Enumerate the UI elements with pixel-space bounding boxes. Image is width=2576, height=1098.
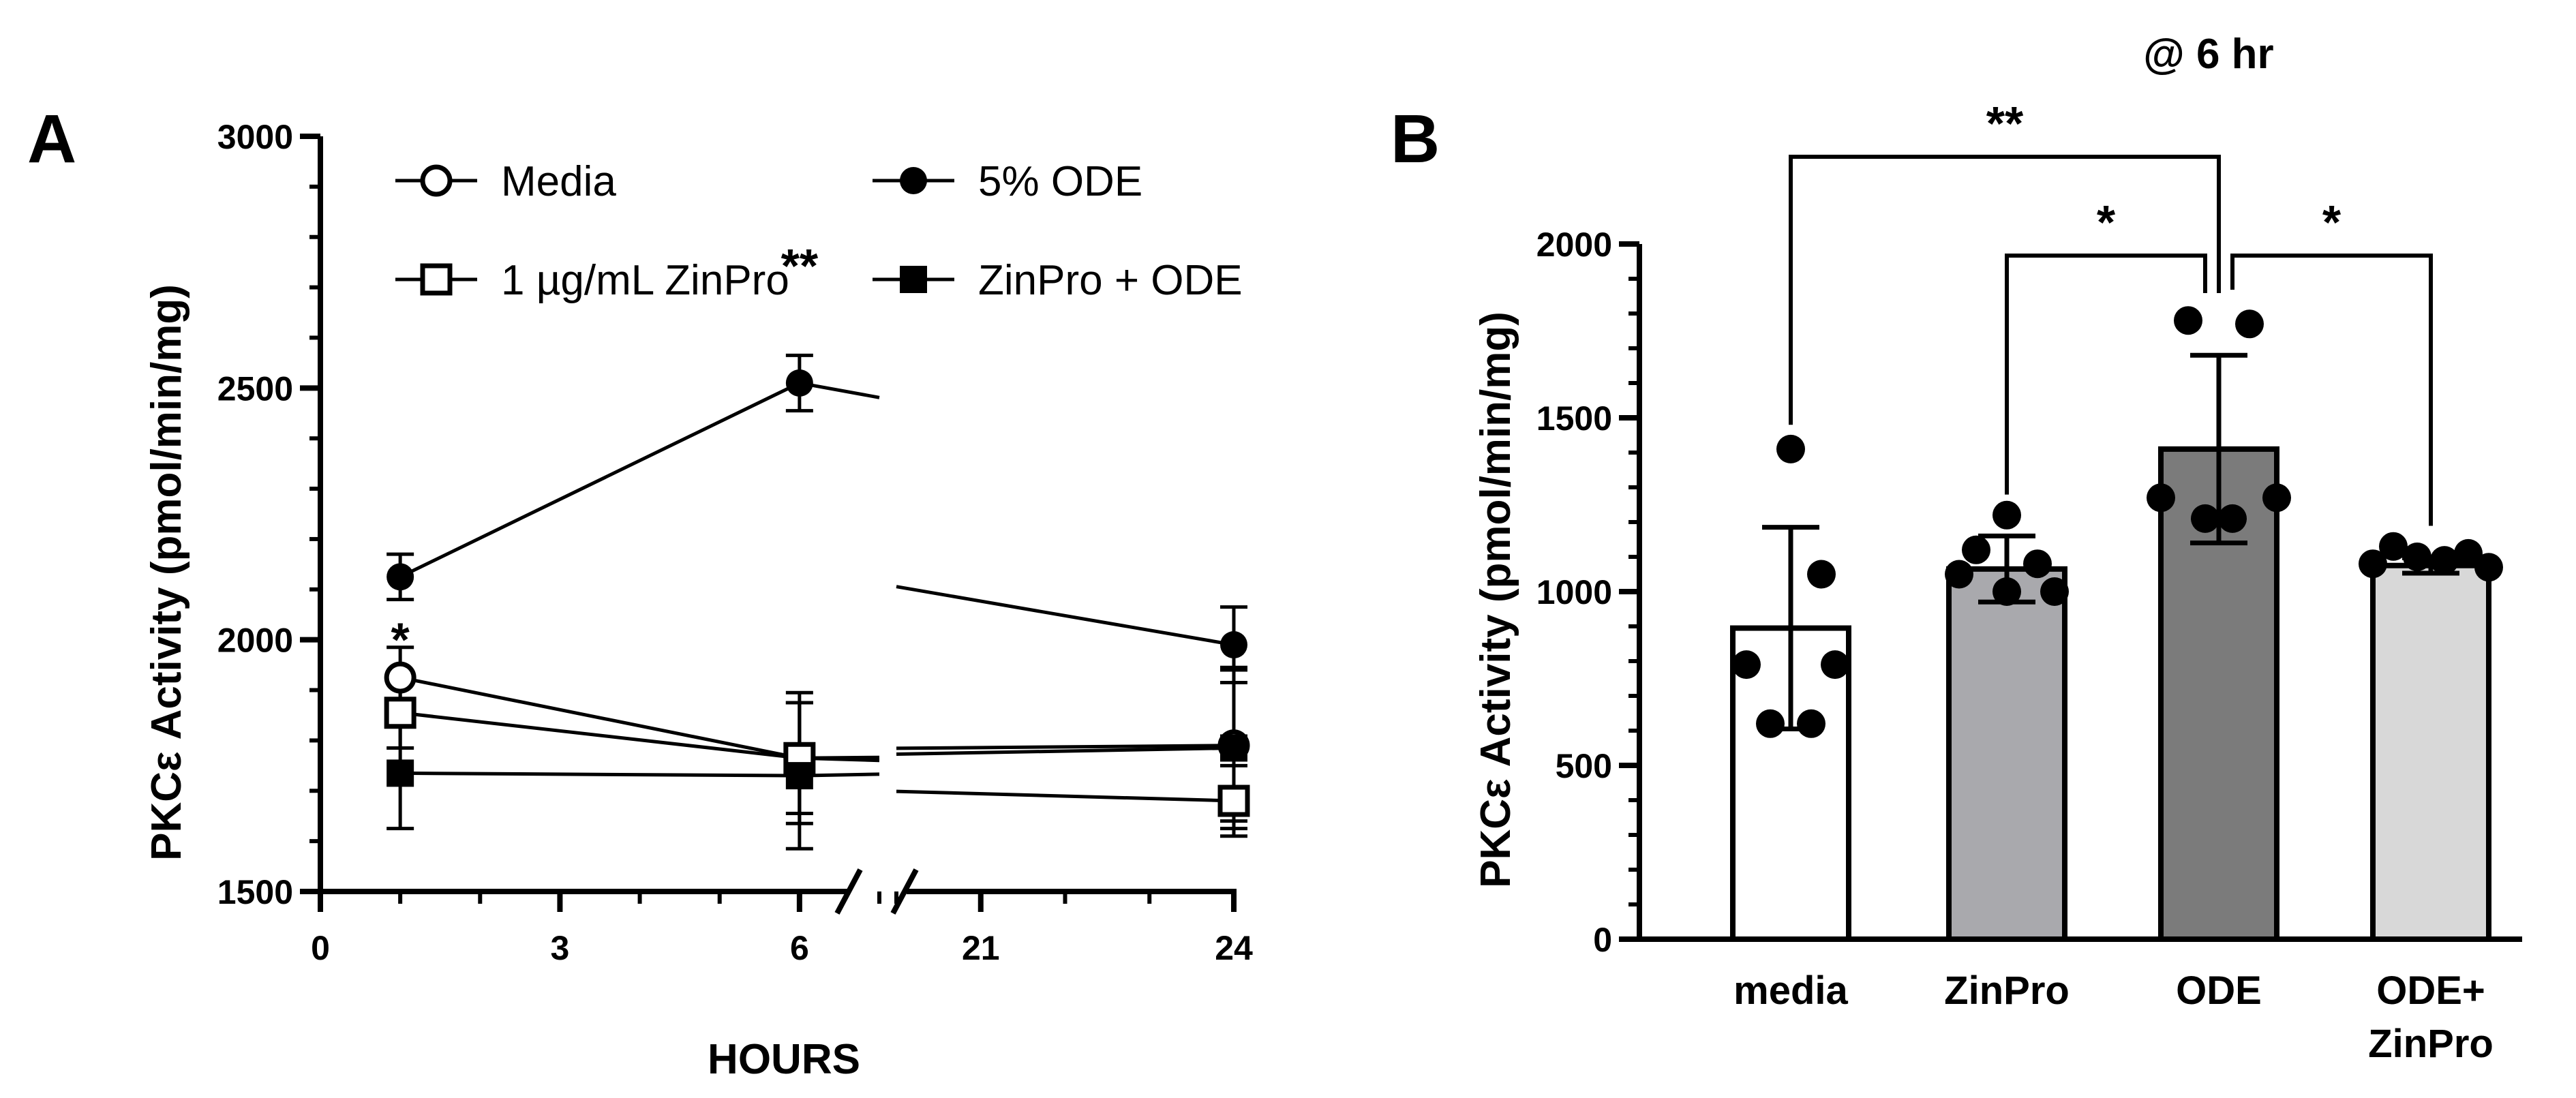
panel-b-y-tick-label: 500 [1556, 747, 1612, 785]
replicate-point [2454, 538, 2483, 568]
replicate-point [2262, 483, 2291, 513]
replicate-point [1992, 500, 2021, 530]
data-point-series-3 [1220, 734, 1247, 762]
replicate-point [2023, 549, 2052, 579]
category-label: ODE+ ZinPro [2368, 969, 2494, 1066]
bar [2370, 562, 2491, 942]
data-point-series-1 [387, 563, 414, 591]
legend-marker [900, 167, 927, 194]
panel-a-axis-break-mark [890, 868, 919, 915]
category-label-line: media [1733, 969, 1848, 1013]
replicate-point [2474, 553, 2503, 582]
bar [1946, 566, 2067, 942]
significance-label: ** [1986, 97, 2024, 150]
significance-marker: ** [781, 239, 819, 292]
legend-marker [420, 164, 453, 197]
data-point-series-2 [384, 697, 416, 729]
replicate-point [2235, 309, 2264, 339]
legend-marker [900, 266, 927, 293]
data-point-series-3 [785, 762, 813, 790]
legend-label: ZinPro + ODE [978, 257, 1243, 304]
replicate-point [1821, 650, 1849, 680]
replicate-point [2218, 504, 2247, 533]
legend-marker [420, 263, 453, 296]
replicate-point [1756, 709, 1785, 738]
panel-a-x-tick-label: 6 [790, 929, 809, 967]
panel-a-label: A [27, 101, 76, 177]
significance-marker: * [391, 613, 410, 666]
category-label: media [1733, 969, 1848, 1013]
panel-b-y-axis-label: PKCε Activity (pmol/min/mg) [1472, 311, 1519, 888]
replicate-point [2174, 306, 2202, 335]
replicate-point [1992, 577, 2021, 606]
replicate-point [2403, 543, 2431, 571]
replicate-point [2430, 546, 2459, 575]
category-label-line: ZinPro [2368, 1022, 2494, 1066]
legend-label: 5% ODE [978, 158, 1142, 205]
replicate-point [1797, 709, 1825, 738]
panel-b-y-tick-label: 1500 [1536, 399, 1612, 438]
panel-a-x-tick-label: 24 [1215, 929, 1253, 967]
significance-label: * [2322, 196, 2342, 249]
panel-b-y-tick-label: 1000 [1536, 573, 1612, 611]
significance-bracket [2230, 254, 2433, 526]
data-point-series-3 [387, 759, 414, 787]
replicate-point [1807, 560, 1836, 589]
panel-a-y-tick-label: 3000 [217, 118, 293, 156]
data-point-series-1 [1220, 631, 1247, 659]
replicate-point [2147, 483, 2175, 513]
panel-a-y-tick-label: 2000 [217, 622, 293, 660]
legend-label: 1 µg/mL ZinPro [501, 257, 789, 304]
data-point-series-0 [384, 661, 416, 694]
replicate-point [2359, 549, 2387, 579]
category-label-line: ODE [2176, 969, 2262, 1013]
legend-label: Media [501, 158, 616, 205]
panel-a-y-tick-label: 2500 [217, 369, 293, 408]
data-point-series-2 [1217, 784, 1250, 817]
category-label: ZinPro [1944, 969, 2070, 1013]
panel-a-x-tick-label: 0 [311, 929, 330, 967]
panel-b-label: B [1391, 101, 1440, 177]
panel-a-y-tick-label: 1500 [217, 873, 293, 911]
series-line-2 [896, 789, 1234, 803]
replicate-point [2040, 577, 2069, 606]
panel-b-chart: 0 500 1000 1500 2000 media ZinPro ODE ODE+ ZinPro… [1536, 97, 2522, 1066]
replicate-point [2191, 504, 2219, 533]
category-label-line: ODE+ [2376, 969, 2485, 1013]
replicate-point [1962, 535, 1990, 564]
panel-a-x-axis-label: HOURS [708, 1036, 860, 1083]
replicate-point [2379, 532, 2408, 561]
series-line-0 [896, 744, 1234, 750]
panel-a-x-tick-label: 3 [551, 929, 570, 967]
category-label: ODE [2176, 969, 2262, 1013]
significance-bracket [2005, 254, 2207, 495]
replicate-point [1945, 560, 1973, 589]
series-line-3 [896, 746, 1234, 757]
panel-b-y-tick-label: 2000 [1536, 226, 1612, 264]
series-line-1 [896, 585, 1234, 647]
panel-b-title: @ 6 hr [2143, 31, 2273, 78]
replicate-point [1776, 434, 1805, 463]
panel-a-axis-break-mark [834, 868, 863, 915]
significance-label: * [2097, 196, 2116, 249]
panel-b-y-tick-label: 0 [1593, 921, 1612, 959]
panel-a-x-tick-label: 21 [962, 929, 1000, 967]
replicate-point [1732, 650, 1761, 680]
significance-bracket [1789, 155, 2221, 425]
panel-a-y-axis-label: PKCε Activity (pmol/min/mg) [143, 284, 190, 861]
category-label-line: ZinPro [1944, 969, 2070, 1013]
data-point-series-1 [785, 369, 813, 397]
